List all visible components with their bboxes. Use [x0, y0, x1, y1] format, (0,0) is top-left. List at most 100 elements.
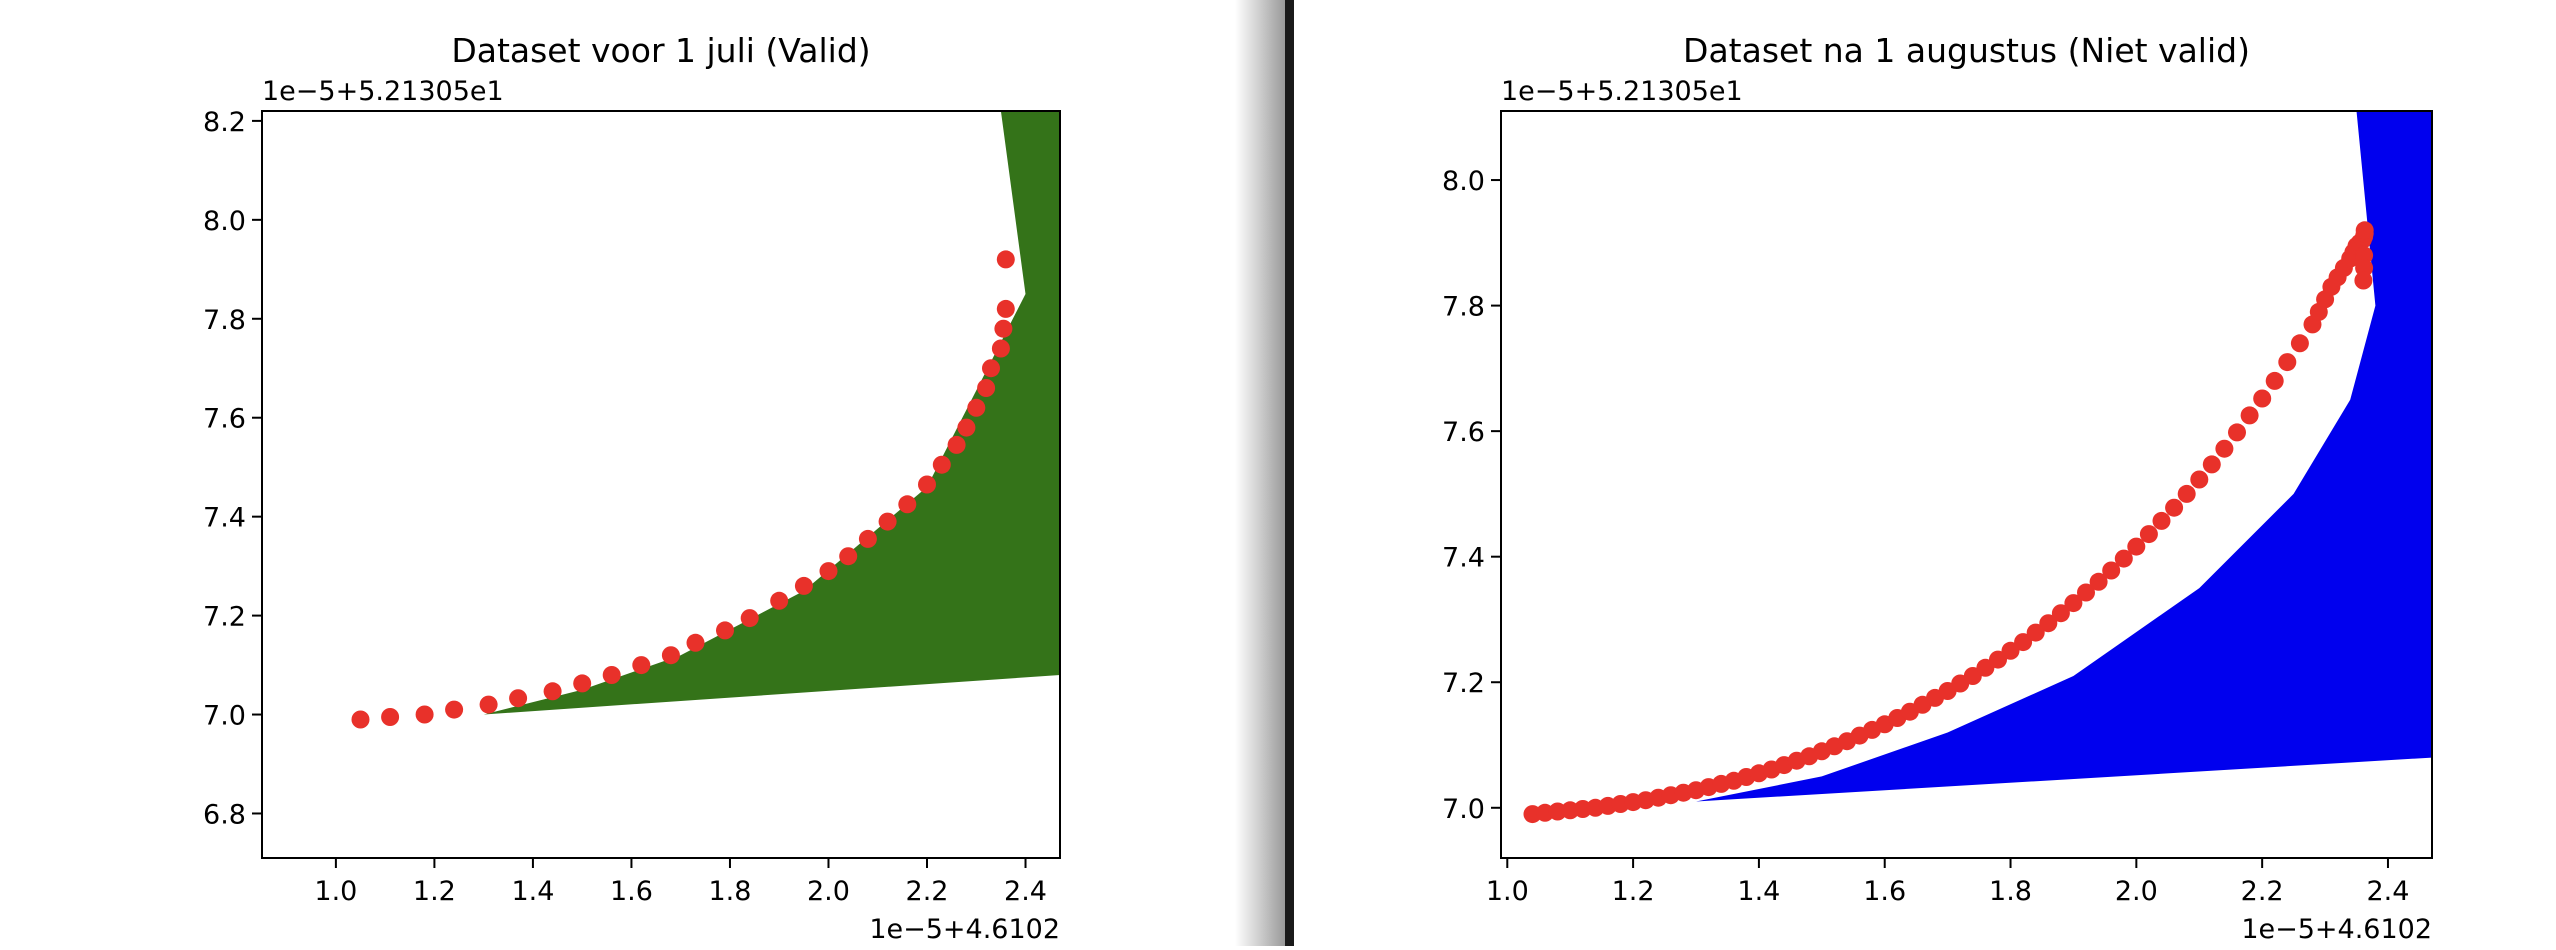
x-tick-label: 2.0: [807, 876, 850, 907]
data-point: [957, 418, 976, 437]
data-point: [2240, 406, 2259, 425]
y-tick-label: 7.2: [203, 602, 246, 633]
x-tick-label: 1.6: [610, 876, 653, 907]
data-point: [2228, 423, 2246, 442]
x-tick-label: 1.2: [413, 876, 456, 907]
filled-region: [1696, 111, 2432, 802]
data-point: [994, 319, 1013, 338]
y-offset-label: 1e−5+5.21305e1: [1501, 76, 1743, 107]
y-tick-label: 7.6: [1442, 417, 1485, 448]
data-point: [2355, 246, 2374, 265]
data-point: [415, 705, 434, 724]
y-tick-label: 7.8: [1442, 292, 1485, 323]
data-point: [445, 700, 464, 719]
x-tick-label: 2.4: [2366, 876, 2409, 907]
data-point: [2077, 583, 2095, 602]
data-point: [602, 666, 621, 684]
data-point: [977, 379, 996, 397]
y-tick-label: 6.8: [203, 799, 246, 830]
chart-valid: 1.0 1.2 1.4 1.6 1.8 2.0 2.2 2.4 6.8 7.0 7.2 7.4 7.6…: [203, 31, 1061, 945]
data-point: [770, 591, 789, 610]
x-tick-label: 1.6: [1863, 876, 1906, 907]
data-point: [351, 710, 370, 729]
data-point: [967, 398, 986, 417]
data-point: [991, 339, 1010, 358]
data-point: [2152, 511, 2171, 530]
x-offset-label: 1e−5+4.6102: [2241, 914, 2432, 945]
data-point: [2190, 470, 2209, 489]
data-point: [947, 435, 966, 454]
data-point: [2114, 549, 2133, 568]
y-tick-label: 7.0: [1442, 794, 1485, 825]
data-point: [794, 576, 813, 595]
data-point: [509, 689, 528, 708]
x-tick-label: 2.2: [906, 876, 949, 907]
data-point: [2026, 623, 2045, 642]
chart-title: Dataset na 1 augustus (Niet valid): [1683, 31, 2250, 70]
data-point: [2355, 221, 2374, 240]
x-offset-label: 1e−5+4.6102: [869, 914, 1060, 945]
data-point: [381, 708, 400, 726]
x-tick-label: 2.2: [2241, 876, 2284, 907]
data-point: [2127, 537, 2146, 556]
data-point: [2177, 484, 2196, 503]
x-tick-label: 1.0: [1486, 876, 1529, 907]
data-point: [479, 695, 498, 714]
data-point: [2290, 334, 2309, 353]
data-point: [2064, 594, 2083, 613]
x-tick-label: 1.4: [511, 876, 554, 907]
data-point: [982, 359, 1000, 378]
x-tick-label: 2.0: [2115, 876, 2158, 907]
x-tick-label: 1.2: [1612, 876, 1655, 907]
data-point: [2165, 498, 2184, 517]
data-point: [2102, 561, 2121, 580]
x-tick-label: 1.8: [1989, 876, 2032, 907]
y-tick-label: 7.2: [1442, 668, 1485, 699]
y-tick-label: 7.6: [203, 404, 246, 435]
axes-frame: [261, 110, 1061, 859]
data-point: [2215, 439, 2234, 458]
window-divider: [1285, 0, 1294, 946]
filled-region: [483, 111, 1060, 715]
data-point: [996, 250, 1015, 269]
data-point: [740, 609, 759, 628]
y-tick-label: 8.0: [203, 206, 246, 237]
chart-title: Dataset voor 1 juli (Valid): [451, 31, 870, 70]
y-tick-label: 7.4: [1442, 543, 1485, 574]
data-point: [2202, 455, 2221, 474]
y-tick-label: 7.0: [203, 701, 246, 732]
data-point: [932, 455, 951, 474]
data-point: [996, 299, 1015, 318]
data-point: [543, 682, 562, 701]
y-tick-label: 8.2: [203, 107, 246, 138]
x-tick-label: 1.8: [708, 876, 751, 907]
y-tick-label: 8.0: [1442, 166, 1485, 197]
divider-shadow: [1235, 0, 1285, 946]
data-point: [632, 656, 651, 675]
data-point: [686, 633, 705, 652]
data-point: [716, 621, 734, 640]
y-offset-label: 1e−5+5.21305e1: [262, 76, 504, 107]
data-point: [878, 512, 897, 531]
data-point: [1989, 650, 2007, 669]
data-point: [2089, 572, 2108, 591]
y-tick-label: 7.4: [203, 503, 246, 534]
data-point: [2265, 371, 2284, 390]
chart-niet-valid: 1.0 1.2 1.4 1.6 1.8 2.0 2.2 2.4 7.0 7.2 7.4 7.6 7.8…: [1442, 31, 2433, 945]
data-point: [898, 495, 917, 514]
x-tick-label: 1.0: [314, 876, 357, 907]
data-point: [2014, 633, 2033, 652]
data-point: [2139, 525, 2158, 544]
data-point: [2051, 604, 2070, 623]
data-point: [918, 475, 936, 494]
data-point: [2039, 614, 2058, 633]
y-tick-label: 7.8: [203, 305, 246, 336]
data-point: [858, 529, 877, 548]
data-point: [661, 646, 680, 665]
x-tick-label: 2.4: [1004, 876, 1047, 907]
data-point: [2253, 389, 2272, 408]
x-tick-label: 1.4: [1737, 876, 1780, 907]
data-point: [819, 562, 838, 581]
data-point: [2001, 641, 2020, 660]
